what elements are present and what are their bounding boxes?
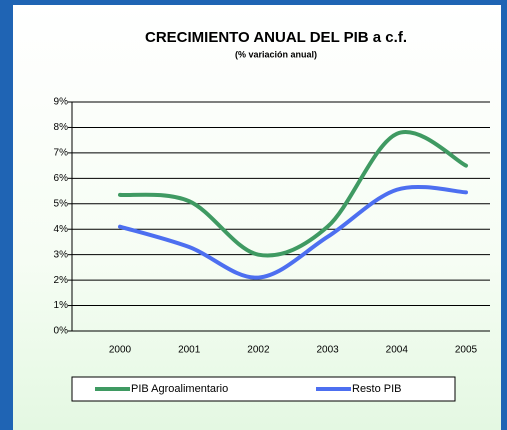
y-tick-label: 6% (54, 173, 69, 184)
y-tick-label: 0% (54, 326, 69, 337)
x-tick-label: 2002 (247, 345, 270, 356)
y-tick-label: 4% (54, 224, 69, 235)
legend-label: PIB Agroalimentario (131, 383, 228, 395)
chart-subtitle: (% variación anual) (235, 49, 317, 59)
x-tick-label: 2000 (109, 345, 132, 356)
y-tick-label: 2% (54, 275, 69, 286)
legend-label: Resto PIB (352, 383, 402, 395)
chart-title: CRECIMIENTO ANUAL DEL PIB a c.f. (145, 29, 407, 46)
series-line (118, 130, 468, 258)
x-tick-label: 2003 (316, 345, 339, 356)
series-line (118, 185, 468, 280)
y-tick-label: 5% (54, 198, 69, 209)
x-tick-label: 2004 (386, 345, 409, 356)
x-tick-label: 2001 (178, 345, 201, 356)
y-tick-label: 1% (54, 300, 69, 311)
y-tick-label: 3% (54, 249, 69, 260)
y-tick-label: 7% (54, 148, 69, 159)
y-tick-label: 8% (54, 122, 69, 133)
panel (13, 5, 501, 430)
x-tick-label: 2005 (455, 345, 478, 356)
y-tick-label: 9% (54, 97, 69, 108)
legend-box (71, 376, 456, 402)
